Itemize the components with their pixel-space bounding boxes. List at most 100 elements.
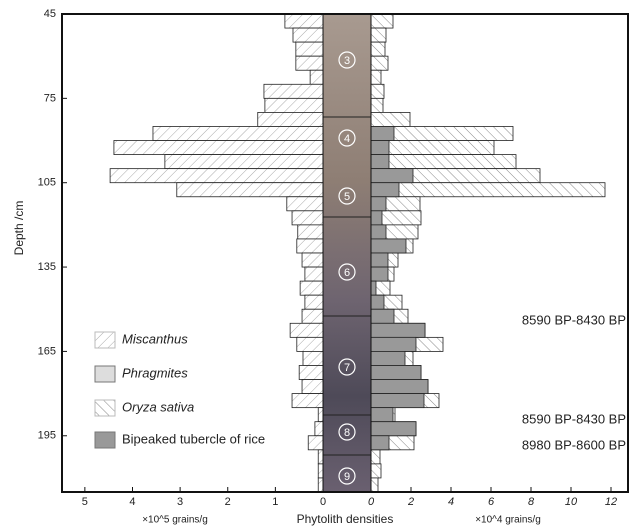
y-tick-label: 75	[44, 92, 56, 104]
bar	[371, 253, 388, 267]
bar	[305, 267, 323, 281]
x-tick-label: 12	[605, 496, 617, 508]
bar	[371, 155, 516, 169]
bar	[371, 84, 384, 98]
y-tick-label: 195	[38, 430, 56, 442]
x-tick-label: 0	[320, 496, 326, 508]
bar	[297, 239, 323, 253]
x-tick-label: 1	[272, 496, 278, 508]
x-tick-label: 2	[407, 496, 414, 508]
bar	[371, 14, 393, 28]
bar	[265, 98, 323, 112]
layer-label: 8	[344, 427, 350, 439]
bar	[292, 394, 323, 408]
legend-swatch	[95, 332, 115, 348]
x-tick-label: 10	[565, 496, 578, 508]
bar	[290, 323, 323, 337]
bar	[371, 408, 393, 422]
bar	[371, 309, 394, 323]
legend-label: Oryza sativa	[122, 399, 194, 414]
bar	[371, 225, 386, 239]
bar	[299, 365, 323, 379]
legend-label: Phragmites	[122, 365, 188, 380]
age-annotation: 8590 BP-8430 BP	[522, 411, 626, 426]
y-tick-label: 165	[38, 345, 56, 357]
legend-swatch	[95, 400, 115, 416]
bar	[371, 281, 376, 295]
age-annotation: 8980 BP-8600 BP	[522, 437, 626, 452]
bar	[371, 28, 386, 42]
bar	[371, 380, 428, 394]
bar	[371, 183, 605, 197]
x-tick-label: 3	[177, 496, 183, 508]
legend-label: Bipeaked tubercle of rice	[122, 431, 265, 446]
bar	[296, 42, 323, 56]
bar	[371, 267, 388, 281]
bar	[302, 380, 323, 394]
legend-swatch	[95, 366, 115, 382]
bar	[371, 141, 389, 155]
chart: Depth /cm Phytolith densities ×10^5 grai…	[0, 0, 630, 528]
bar	[177, 183, 323, 197]
bar	[371, 211, 382, 225]
legend-swatch	[95, 432, 115, 448]
bar	[371, 337, 416, 351]
bar	[303, 351, 323, 365]
bar	[318, 478, 323, 492]
bar	[287, 197, 323, 211]
x-tick-label: 8	[528, 496, 535, 508]
layer-label: 6	[344, 267, 350, 279]
bar	[371, 239, 406, 253]
bar	[305, 295, 323, 309]
bar	[371, 464, 381, 478]
bar	[371, 42, 385, 56]
bar	[310, 70, 323, 84]
bar	[302, 253, 323, 267]
bar	[371, 478, 378, 492]
layer-label: 3	[344, 55, 350, 67]
bar	[296, 56, 323, 70]
bar	[298, 225, 323, 239]
bar	[371, 98, 383, 112]
bar	[371, 436, 389, 450]
bar	[371, 351, 405, 365]
layer-label: 5	[344, 191, 350, 203]
x-tick-label: 5	[82, 496, 88, 508]
bar	[371, 70, 381, 84]
bar	[371, 141, 494, 155]
bar	[308, 436, 323, 450]
bar	[371, 394, 424, 408]
bar	[318, 408, 323, 422]
bar	[297, 337, 323, 351]
bar	[371, 155, 389, 169]
bar	[153, 126, 323, 140]
bar	[371, 365, 421, 379]
right-unit: ×10^4 grains/g	[475, 515, 541, 526]
x-axis-label: Phytolith densities	[297, 512, 394, 526]
age-annotation: 8590 BP-8430 BP	[522, 312, 626, 327]
layer-label: 4	[344, 133, 350, 145]
bar	[371, 323, 425, 337]
x-tick-label: 4	[129, 496, 135, 508]
bar	[318, 450, 323, 464]
x-tick-label: 6	[488, 496, 495, 508]
bar	[318, 464, 323, 478]
bar	[293, 28, 323, 42]
bar	[285, 14, 323, 28]
bar	[371, 169, 413, 183]
bar	[258, 112, 323, 126]
bar	[371, 112, 410, 126]
bar	[371, 126, 394, 140]
x-tick-label: 4	[448, 496, 454, 508]
bar	[110, 169, 323, 183]
y-axis-label: Depth /cm	[12, 201, 26, 256]
bar	[302, 309, 323, 323]
x-tick-label: 0	[368, 496, 375, 508]
y-tick-label: 135	[38, 261, 56, 273]
bar	[315, 422, 323, 436]
y-tick-label: 45	[44, 8, 56, 20]
layer-label: 7	[344, 362, 350, 374]
bar	[165, 155, 323, 169]
x-tick-label: 2	[225, 496, 231, 508]
soil-column	[323, 14, 371, 492]
